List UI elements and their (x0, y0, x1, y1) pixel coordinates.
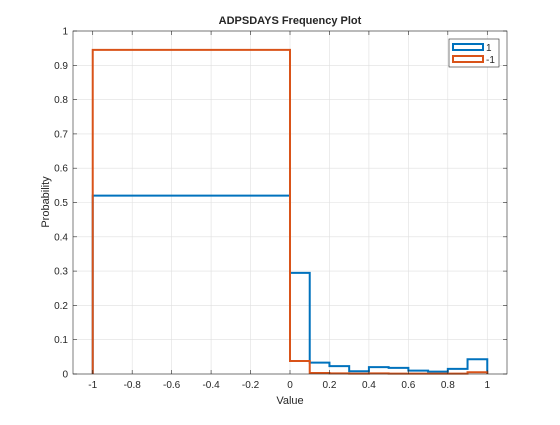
y-axis-label: Probability (40, 176, 52, 228)
y-tick-label: 0.3 (54, 267, 68, 278)
legend-label-1: -1 (486, 55, 495, 66)
y-tick-label: 0.8 (54, 95, 68, 106)
y-tick-label: 0.7 (54, 129, 68, 140)
y-tick-label: 0.2 (54, 301, 68, 312)
x-tick-label: 0.4 (362, 380, 376, 391)
x-tick-label: 0 (287, 380, 293, 391)
x-tick-label: 0.8 (441, 380, 455, 391)
x-tick-label: -0.4 (202, 380, 220, 391)
y-tick-label: 0.6 (54, 164, 68, 175)
y-tick-label: 1 (62, 27, 68, 38)
x-tick-label: 0.2 (323, 380, 337, 391)
y-tick-label: 0.5 (54, 198, 68, 209)
y-tick-label: 0.9 (54, 61, 68, 72)
y-tick-label: 0.4 (54, 232, 68, 243)
x-tick-label: -1 (88, 380, 97, 391)
x-tick-label: 0.6 (401, 380, 415, 391)
legend-label-0: 1 (486, 43, 492, 54)
x-tick-label: -0.2 (242, 380, 260, 391)
series-0-histogram-outline (91, 194, 489, 374)
y-tick-label: 0 (62, 370, 68, 381)
y-tick-label: 0.1 (54, 335, 68, 346)
x-axis-label: Value (276, 395, 303, 407)
tick-layer: -1 -0.8 -0.6 -0.4 -0.2 0 0.2 0.4 0.6 0.8 1 0 0.1 0.2 0… (54, 27, 507, 391)
chart-title: ADPSDAYS Frequency Plot (219, 15, 362, 27)
x-tick-label: -0.6 (163, 380, 181, 391)
x-tick-label: -0.8 (124, 380, 142, 391)
x-tick-label: 1 (484, 380, 490, 391)
legend[interactable]: 1-1 (448, 38, 500, 68)
legend-swatch-1 (452, 55, 484, 63)
legend-swatch-0 (452, 43, 484, 51)
